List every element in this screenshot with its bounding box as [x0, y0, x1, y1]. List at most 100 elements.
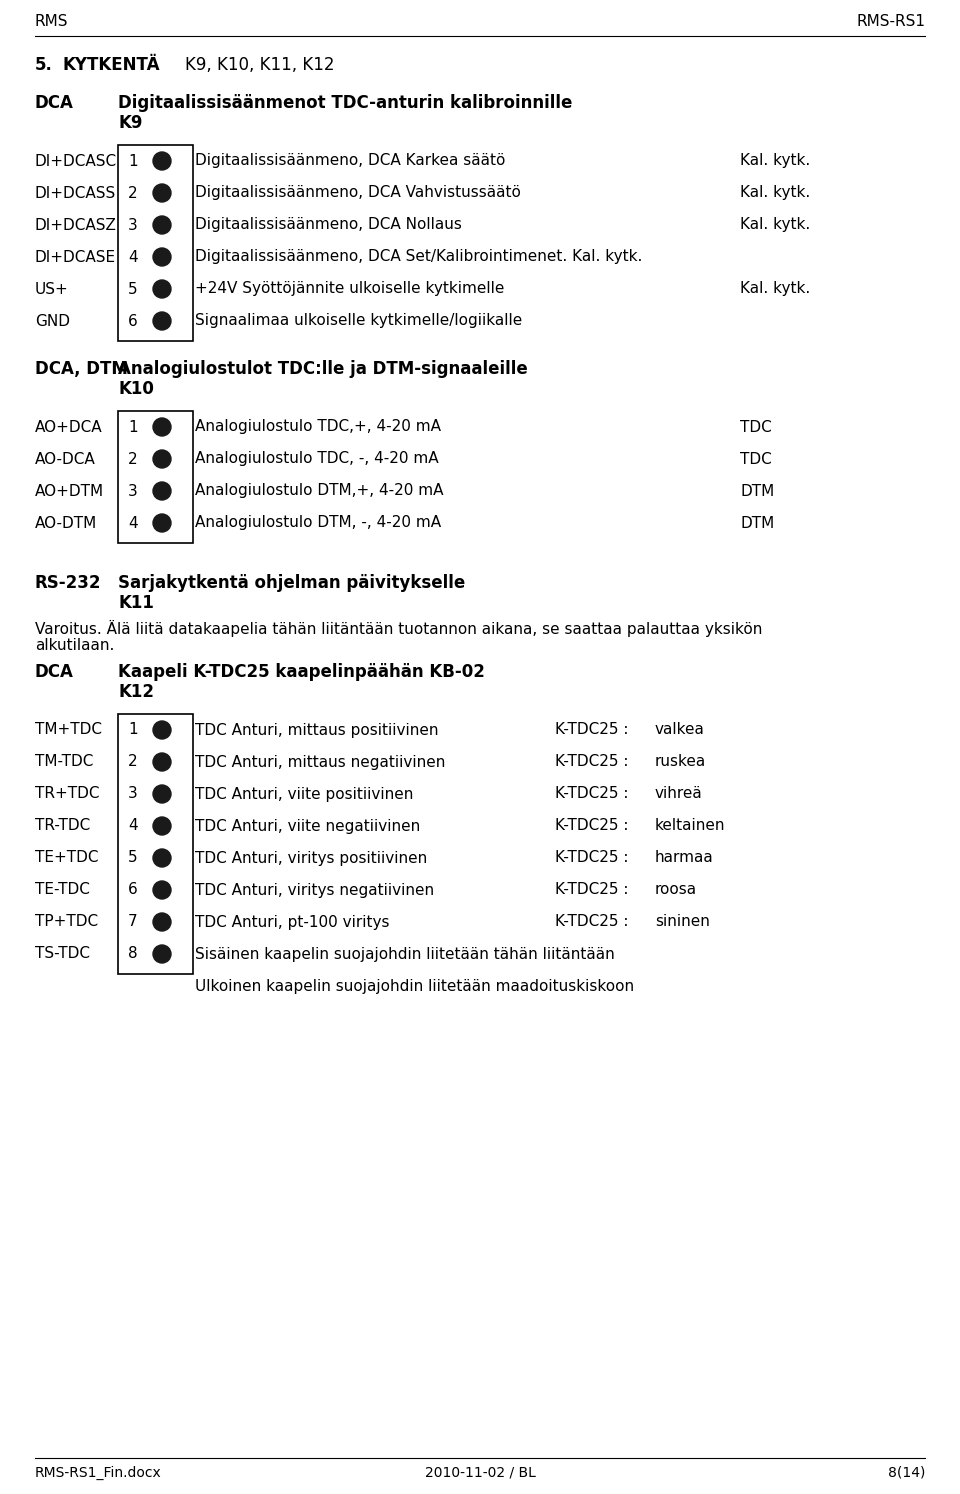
- Circle shape: [153, 279, 171, 297]
- Circle shape: [153, 946, 171, 964]
- Text: Kal. kytk.: Kal. kytk.: [740, 185, 810, 200]
- Circle shape: [153, 817, 171, 835]
- Text: 2: 2: [128, 185, 137, 200]
- Text: TDC: TDC: [740, 420, 772, 435]
- Text: Kal. kytk.: Kal. kytk.: [740, 281, 810, 296]
- Text: K10: K10: [118, 379, 154, 397]
- Text: 1: 1: [128, 723, 137, 738]
- Text: 5: 5: [128, 281, 137, 296]
- Circle shape: [153, 418, 171, 436]
- Text: TDC Anturi, viite positiivinen: TDC Anturi, viite positiivinen: [195, 786, 414, 801]
- Text: 1: 1: [128, 154, 137, 169]
- Text: TE+TDC: TE+TDC: [35, 850, 99, 865]
- Text: 2010-11-02 / BL: 2010-11-02 / BL: [424, 1466, 536, 1481]
- Text: TDC Anturi, viritys positiivinen: TDC Anturi, viritys positiivinen: [195, 850, 427, 865]
- Text: alkutilaan.: alkutilaan.: [35, 638, 114, 653]
- Text: RS-232: RS-232: [35, 574, 102, 592]
- Text: DTM: DTM: [740, 515, 775, 530]
- Text: 1: 1: [128, 420, 137, 435]
- Text: 3: 3: [128, 786, 137, 801]
- Text: TE-TDC: TE-TDC: [35, 883, 90, 898]
- Text: RMS: RMS: [35, 15, 68, 30]
- Circle shape: [153, 152, 171, 170]
- Text: DCA: DCA: [35, 94, 74, 112]
- Text: 4: 4: [128, 249, 137, 264]
- Text: 2: 2: [128, 754, 137, 769]
- Text: TP+TDC: TP+TDC: [35, 914, 98, 929]
- Text: 5.: 5.: [35, 55, 53, 75]
- Text: TDC Anturi, viritys negatiivinen: TDC Anturi, viritys negatiivinen: [195, 883, 434, 898]
- Text: TDC Anturi, viite negatiivinen: TDC Anturi, viite negatiivinen: [195, 819, 420, 834]
- Text: GND: GND: [35, 314, 70, 329]
- Text: DCA, DTM: DCA, DTM: [35, 360, 128, 378]
- Circle shape: [153, 483, 171, 500]
- Text: K-TDC25 :: K-TDC25 :: [555, 819, 629, 834]
- Text: AO-DCA: AO-DCA: [35, 451, 96, 466]
- Text: K-TDC25 :: K-TDC25 :: [555, 850, 629, 865]
- Text: DI+DCASS: DI+DCASS: [35, 185, 116, 200]
- Circle shape: [153, 217, 171, 235]
- Text: TR+TDC: TR+TDC: [35, 786, 100, 801]
- Text: Analogiulostulo TDC,+, 4-20 mA: Analogiulostulo TDC,+, 4-20 mA: [195, 420, 441, 435]
- Text: DCA: DCA: [35, 663, 74, 681]
- Text: K-TDC25 :: K-TDC25 :: [555, 914, 629, 929]
- Text: K-TDC25 :: K-TDC25 :: [555, 754, 629, 769]
- Circle shape: [153, 722, 171, 740]
- Text: K9: K9: [118, 114, 142, 131]
- Text: Sarjakytkentä ohjelman päivitykselle: Sarjakytkentä ohjelman päivitykselle: [118, 574, 466, 592]
- Text: RMS-RS1_Fin.docx: RMS-RS1_Fin.docx: [35, 1466, 161, 1481]
- Text: 3: 3: [128, 484, 137, 499]
- Circle shape: [153, 913, 171, 931]
- Text: harmaa: harmaa: [655, 850, 713, 865]
- Circle shape: [153, 184, 171, 202]
- Text: keltainen: keltainen: [655, 819, 726, 834]
- Text: DI+DCASZ: DI+DCASZ: [35, 218, 117, 233]
- Text: TM+TDC: TM+TDC: [35, 723, 102, 738]
- Text: Sisäinen kaapelin suojajohdin liitetään tähän liitäntään: Sisäinen kaapelin suojajohdin liitetään …: [195, 947, 614, 962]
- Text: TS-TDC: TS-TDC: [35, 947, 90, 962]
- Text: KYTKENTÄ: KYTKENTÄ: [63, 55, 160, 75]
- Text: 2: 2: [128, 451, 137, 466]
- Text: AO+DCA: AO+DCA: [35, 420, 103, 435]
- Text: 4: 4: [128, 819, 137, 834]
- Text: 8(14): 8(14): [888, 1466, 925, 1481]
- Text: K11: K11: [118, 595, 154, 613]
- Text: Analogiulostulo DTM, -, 4-20 mA: Analogiulostulo DTM, -, 4-20 mA: [195, 515, 442, 530]
- Text: TDC Anturi, pt-100 viritys: TDC Anturi, pt-100 viritys: [195, 914, 390, 929]
- Text: sininen: sininen: [655, 914, 709, 929]
- Circle shape: [153, 514, 171, 532]
- Text: Varoitus. Älä liitä datakaapelia tähän liitäntään tuotannon aikana, se saattaa p: Varoitus. Älä liitä datakaapelia tähän l…: [35, 620, 762, 636]
- Circle shape: [153, 849, 171, 867]
- Circle shape: [153, 450, 171, 468]
- Text: TM-TDC: TM-TDC: [35, 754, 93, 769]
- Text: Digitaalissisäänmeno, DCA Karkea säätö: Digitaalissisäänmeno, DCA Karkea säätö: [195, 154, 505, 169]
- Text: Kal. kytk.: Kal. kytk.: [740, 218, 810, 233]
- Text: ruskea: ruskea: [655, 754, 707, 769]
- Text: 7: 7: [128, 914, 137, 929]
- Text: AO+DTM: AO+DTM: [35, 484, 104, 499]
- Text: Digitaalissisäänmeno, DCA Nollaus: Digitaalissisäänmeno, DCA Nollaus: [195, 218, 462, 233]
- Text: Digitaalissisäänmeno, DCA Set/Kalibrointimenet. Kal. kytk.: Digitaalissisäänmeno, DCA Set/Kalibroint…: [195, 249, 642, 264]
- Circle shape: [153, 753, 171, 771]
- Text: Analogiulostulot TDC:lle ja DTM-signaaleille: Analogiulostulot TDC:lle ja DTM-signaale…: [118, 360, 528, 378]
- Text: K-TDC25 :: K-TDC25 :: [555, 723, 629, 738]
- Text: 3: 3: [128, 218, 137, 233]
- Circle shape: [153, 312, 171, 330]
- Text: US+: US+: [35, 281, 69, 296]
- Text: Analogiulostulo DTM,+, 4-20 mA: Analogiulostulo DTM,+, 4-20 mA: [195, 484, 444, 499]
- Text: 6: 6: [128, 883, 137, 898]
- Text: valkea: valkea: [655, 723, 705, 738]
- Text: Kaapeli K-TDC25 kaapelinpäähän KB-02: Kaapeli K-TDC25 kaapelinpäähän KB-02: [118, 663, 485, 681]
- Text: vihreä: vihreä: [655, 786, 703, 801]
- Text: 4: 4: [128, 515, 137, 530]
- Text: K12: K12: [118, 683, 154, 701]
- Text: Signaalimaa ulkoiselle kytkimelle/logiikalle: Signaalimaa ulkoiselle kytkimelle/logiik…: [195, 314, 522, 329]
- Text: roosa: roosa: [655, 883, 697, 898]
- Text: TDC Anturi, mittaus positiivinen: TDC Anturi, mittaus positiivinen: [195, 723, 439, 738]
- Text: 5: 5: [128, 850, 137, 865]
- Text: K9, K10, K11, K12: K9, K10, K11, K12: [185, 55, 334, 75]
- Text: 8: 8: [128, 947, 137, 962]
- Text: Ulkoinen kaapelin suojajohdin liitetään maadoituskiskoon: Ulkoinen kaapelin suojajohdin liitetään …: [195, 979, 635, 994]
- Text: TDC Anturi, mittaus negatiivinen: TDC Anturi, mittaus negatiivinen: [195, 754, 445, 769]
- Text: K-TDC25 :: K-TDC25 :: [555, 883, 629, 898]
